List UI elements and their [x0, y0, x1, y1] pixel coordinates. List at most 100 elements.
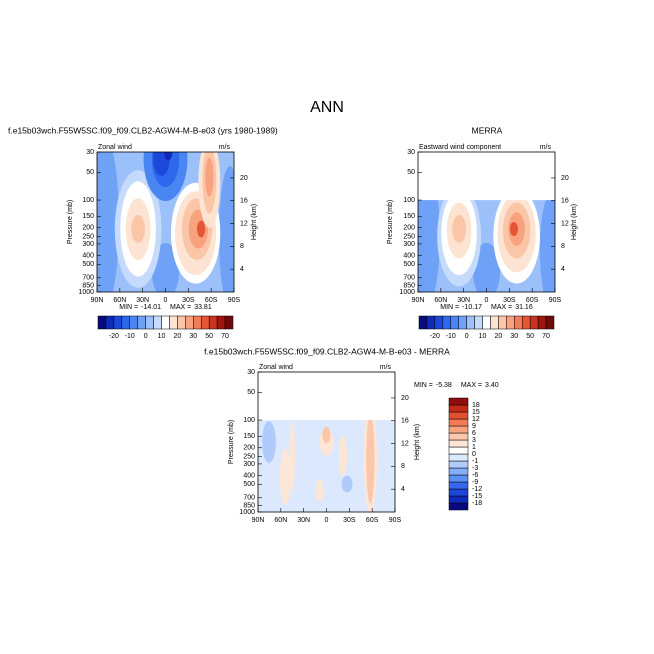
colorbar-label: 0 — [472, 451, 476, 458]
colorbar-box — [169, 315, 178, 330]
colorbar-box — [448, 453, 469, 462]
panel-units: m/s — [540, 144, 552, 151]
x-tick-label: 0 — [325, 517, 329, 524]
y2-tick-label: 4 — [401, 486, 405, 493]
colorbar-label: 50 — [526, 333, 534, 340]
contour-fill — [341, 475, 353, 493]
contour-fill — [289, 421, 295, 491]
colorbar-box — [448, 404, 469, 413]
colorbar-label: 10 — [158, 333, 166, 340]
colorbar-box — [224, 315, 234, 330]
colorbar-label: -9 — [472, 479, 478, 486]
colorbar-box — [448, 411, 469, 420]
min-value: -14.01 — [141, 304, 161, 311]
y-tick-label: 850 — [82, 282, 94, 289]
colorbar-box — [482, 315, 491, 330]
y2-tick-label: 12 — [240, 220, 248, 227]
panel-units: m/s — [219, 144, 231, 151]
contour-fill — [472, 243, 501, 292]
contour-fill — [218, 166, 234, 292]
contour-field — [258, 420, 395, 512]
y-tick-label: 250 — [82, 233, 94, 240]
colorbar-box — [97, 315, 107, 330]
colorbar-box — [434, 315, 444, 330]
colorbar-box — [161, 315, 170, 330]
x-tick-label: 60N — [113, 297, 126, 304]
y-tick-label: 150 — [403, 213, 415, 220]
colorbar-label: 20 — [495, 333, 503, 340]
y-tick-label: 700 — [403, 275, 415, 282]
colorbar-box — [521, 315, 531, 330]
colorbar-box — [498, 315, 507, 330]
y-tick-label: 300 — [403, 241, 415, 248]
y-tick-label: 400 — [243, 472, 255, 479]
colorbar-label: 70 — [221, 333, 229, 340]
x-tick-label: 30N — [457, 297, 470, 304]
y-tick-label: 1000 — [78, 289, 94, 296]
colorbar-label: -1 — [472, 458, 478, 465]
x-tick-label: 60S — [205, 297, 218, 304]
min-max: MIN = -14.01 MAX = 33.81 — [119, 304, 212, 311]
colorbar-box — [426, 315, 436, 330]
colorbar-box — [448, 460, 469, 469]
contour-fill — [315, 479, 324, 503]
colorbar-label: -10 — [125, 333, 135, 340]
colorbar-box — [448, 397, 469, 406]
max-value: 33.81 — [194, 304, 212, 311]
x-tick-label: 90N — [91, 297, 104, 304]
y2-tick-label: 8 — [561, 243, 565, 250]
x-tick-label: 30N — [136, 297, 149, 304]
panel-subtitle: Zonal wind — [98, 144, 132, 151]
colorbar-label: -6 — [472, 472, 478, 479]
contour-fill — [205, 157, 214, 197]
colorbar-box — [448, 425, 469, 434]
colorbar-label: -18 — [472, 500, 482, 507]
colorbar-box — [185, 315, 194, 330]
y-axis-title: Pressure (mb) — [228, 420, 235, 464]
contour-fill — [338, 435, 348, 477]
y-tick-label: 100 — [243, 417, 255, 424]
y-tick-label: 250 — [403, 233, 415, 240]
x-tick-label: 90S — [549, 297, 562, 304]
colorbar-label: 18 — [472, 402, 480, 409]
colorbar-box — [418, 315, 428, 330]
panel-title: f.e15b03wch.F55W5SC.f09_f09.CLB2-AGW4-M-… — [8, 125, 278, 135]
y2-tick-label: 16 — [401, 418, 409, 425]
colorbar-box — [448, 495, 469, 504]
contour-fill — [197, 220, 206, 238]
colorbar-label: 12 — [472, 416, 480, 423]
min-max: MIN = -10.17 MAX = 31.16 — [440, 304, 533, 311]
colorbar-box — [177, 315, 186, 330]
colorbar-box — [448, 467, 469, 476]
panel-subtitle: Eastward wind component — [419, 144, 501, 151]
min-label: MIN = — [414, 382, 433, 389]
contour-field — [418, 200, 555, 292]
colorbar-box — [200, 315, 210, 330]
x-tick-label: 60N — [434, 297, 447, 304]
y-tick-label: 150 — [243, 433, 255, 440]
max-label: MAX = — [170, 304, 191, 311]
y-tick-label: 1000 — [239, 509, 255, 516]
colorbar-box — [448, 488, 469, 497]
colorbar-label: 0 — [144, 333, 148, 340]
contour-fill — [539, 200, 555, 292]
colorbar-label: 3 — [472, 437, 476, 444]
y-tick-label: 100 — [403, 197, 415, 204]
min-value: -5.38 — [436, 382, 452, 389]
colorbar-label: -12 — [472, 486, 482, 493]
y2-tick-label: 4 — [240, 266, 244, 273]
min-label: MIN = — [119, 304, 138, 311]
x-tick-label: 0 — [164, 297, 168, 304]
colorbar-label: 50 — [205, 333, 213, 340]
y-tick-label: 50 — [407, 169, 415, 176]
colorbar-label: -3 — [472, 465, 478, 472]
colorbar-label: 1 — [472, 444, 476, 451]
max-label: MAX = — [491, 304, 512, 311]
colorbar-box — [458, 315, 467, 330]
colorbar-label: 9 — [472, 423, 476, 430]
colorbar-box — [145, 315, 154, 330]
y-tick-label: 400 — [403, 252, 415, 259]
contour-fill — [452, 215, 466, 243]
y-tick-label: 150 — [82, 213, 94, 220]
colorbar-box — [208, 315, 218, 330]
